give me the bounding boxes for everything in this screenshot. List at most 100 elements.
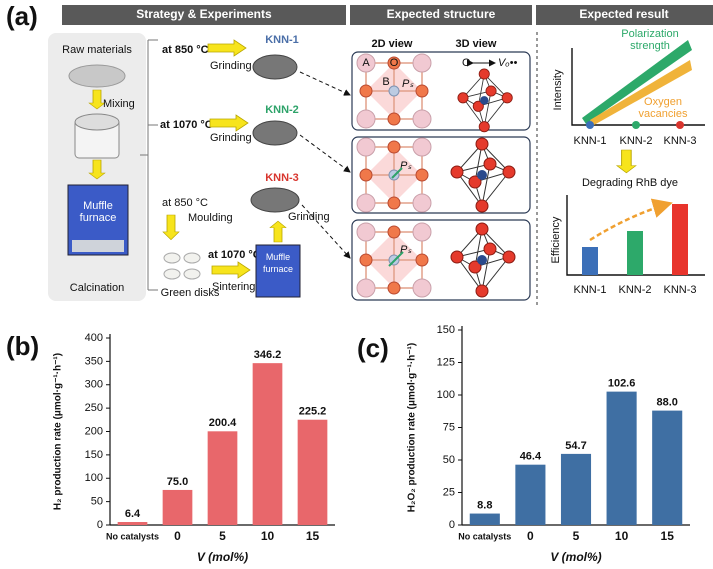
value-label: 88.0 [656, 397, 677, 409]
view-label: 2D view [372, 38, 413, 50]
sample-label: KNN-2 [618, 284, 651, 296]
furnace [255, 244, 301, 298]
y-tick-label: 125 [437, 356, 455, 368]
label: Green disks [161, 287, 220, 299]
octahedron [457, 68, 513, 133]
bracket [140, 39, 158, 291]
temperature: at 850 °C [162, 197, 208, 209]
step: Grinding [210, 132, 252, 144]
x-tick-label: No catalysts [106, 531, 159, 541]
y-tick-label: 0 [449, 519, 455, 531]
x-tick-label: 15 [306, 529, 320, 543]
point [632, 121, 640, 129]
value-label: 102.6 [608, 378, 636, 390]
schematic-bar [627, 231, 643, 275]
view-label: 3D view [456, 38, 497, 50]
trend-arrow [582, 40, 692, 124]
disks [163, 252, 201, 280]
powder [68, 64, 126, 88]
arrow [211, 261, 251, 279]
header-bar [536, 5, 713, 25]
label: Mixing [103, 98, 135, 110]
step: Sintering [212, 281, 255, 293]
trend-label: Oxygen vacancies [639, 96, 688, 120]
mortar [252, 120, 298, 146]
sample-label: KNN-1 [573, 135, 606, 147]
axis-label: Efficiency [550, 216, 562, 263]
value-label: 225.2 [299, 406, 327, 418]
header-bar [350, 5, 532, 25]
bar [652, 410, 683, 525]
x-tick-label: 5 [219, 529, 226, 543]
sample-label: KNN-3 [663, 284, 696, 296]
product: KNN-2 [265, 104, 299, 116]
value-label: 46.4 [520, 451, 542, 463]
y-tick-label: 300 [85, 379, 103, 391]
arrow [616, 149, 637, 174]
x-tick-label: 10 [615, 529, 629, 543]
header-bar [62, 5, 346, 25]
y-axis-label: H₂ production rate (μmol·g⁻¹·h⁻¹) [53, 353, 64, 510]
bar [515, 464, 546, 525]
bar [560, 453, 592, 525]
y-tick-label: 75 [443, 421, 455, 433]
bar [252, 363, 283, 525]
value-label: 54.7 [565, 440, 586, 452]
polarization-arrows [388, 167, 404, 267]
temperature: at 1070 °C [208, 249, 261, 261]
y-tick-label: 150 [437, 324, 455, 336]
value-label: 75.0 [167, 476, 188, 488]
furnace-label: Muffle furnace [80, 200, 117, 224]
sample-label: KNN-3 [663, 135, 696, 147]
bar [469, 513, 500, 525]
bar [606, 391, 637, 525]
temperature: at 1070 °C [160, 119, 213, 131]
x-tick-label: 0 [527, 529, 534, 543]
bar [207, 431, 238, 525]
y-tick-label: 50 [91, 496, 103, 508]
mortar [252, 54, 298, 80]
y-tick-label: 100 [437, 389, 455, 401]
value-label: 6.4 [125, 508, 141, 520]
product: KNN-3 [265, 172, 299, 184]
axes [566, 195, 705, 276]
panel-label: (b) [6, 331, 39, 361]
dashed-arrows [299, 71, 351, 259]
panel-label: (a) [6, 1, 38, 31]
y-tick-label: 350 [85, 355, 103, 367]
x-tick-label: 0 [174, 529, 181, 543]
arrow [207, 39, 247, 57]
axis-label: Intensity [552, 69, 564, 110]
arrow [269, 220, 287, 243]
sample-label: KNN-2 [619, 135, 652, 147]
y-tick-label: 250 [85, 402, 103, 414]
y-tick-label: 400 [85, 332, 103, 344]
y-tick-label: 100 [85, 472, 103, 484]
polarization: Pₛ [400, 160, 412, 172]
step: Grinding [288, 211, 330, 223]
step: Grinding [210, 60, 252, 72]
y-axis-label: H₂O₂ production rate (μmol·g⁻¹·h⁻¹) [407, 343, 418, 512]
step: Moulding [188, 212, 233, 224]
value-label: 200.4 [209, 417, 237, 429]
y-tick-label: 50 [443, 454, 455, 466]
sample-label: KNN-1 [573, 284, 606, 296]
mortar [250, 187, 300, 213]
point [676, 121, 684, 129]
bar [162, 489, 193, 525]
value-label: 8.8 [477, 499, 492, 511]
trend-arrow [589, 198, 673, 242]
octahedron [450, 222, 516, 298]
vacancy-label: O [462, 57, 471, 69]
label: Raw materials [62, 44, 132, 56]
x-tick-label: 10 [261, 529, 275, 543]
product: KNN-1 [265, 34, 299, 46]
polarization: Pₛ [402, 78, 414, 90]
temperature: at 850 °C [162, 44, 209, 56]
jar-lid [74, 113, 120, 131]
trend-arrow [590, 60, 692, 125]
x-tick-label: No catalysts [458, 531, 511, 541]
schematic-bar [672, 204, 688, 275]
